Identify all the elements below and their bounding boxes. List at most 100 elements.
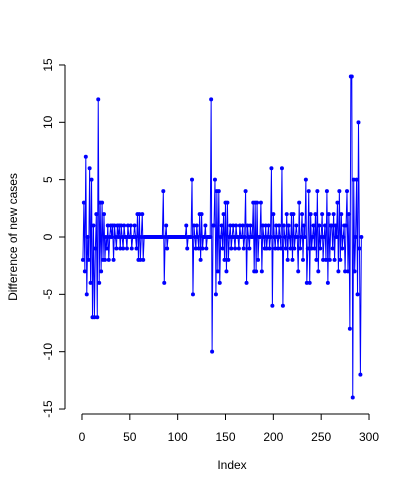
data-point bbox=[192, 235, 197, 239]
data-point bbox=[88, 280, 93, 285]
data-point bbox=[194, 223, 199, 228]
data-point bbox=[259, 269, 264, 274]
data-point bbox=[222, 257, 227, 262]
data-point bbox=[318, 246, 323, 251]
data-point bbox=[344, 223, 349, 228]
data-point bbox=[242, 235, 247, 239]
data-point bbox=[101, 212, 106, 217]
data-point bbox=[118, 246, 123, 251]
data-point bbox=[228, 223, 233, 228]
data-point bbox=[123, 235, 128, 239]
x-tick-label: 300 bbox=[359, 430, 379, 444]
data-point bbox=[100, 200, 105, 205]
data-point bbox=[190, 292, 195, 297]
data-point bbox=[103, 235, 108, 239]
data-point bbox=[231, 223, 236, 228]
data-point bbox=[300, 257, 305, 262]
data-point bbox=[229, 246, 234, 251]
data-point bbox=[346, 212, 351, 217]
data-point bbox=[86, 257, 91, 262]
data-point bbox=[89, 177, 94, 182]
data-point bbox=[87, 166, 92, 171]
data-point bbox=[216, 189, 221, 194]
data-point bbox=[325, 280, 330, 285]
data-point bbox=[164, 223, 169, 228]
data-point bbox=[301, 223, 306, 228]
data-point bbox=[220, 246, 225, 251]
y-tick-label: -5 bbox=[41, 289, 55, 300]
data-point bbox=[331, 212, 336, 217]
data-point bbox=[268, 235, 273, 239]
data-point bbox=[335, 200, 340, 205]
data-point bbox=[122, 223, 127, 228]
data-point bbox=[266, 223, 271, 228]
x-axis-label: Index bbox=[217, 458, 246, 472]
data-point bbox=[280, 303, 285, 308]
data-point bbox=[345, 269, 350, 274]
data-point bbox=[162, 280, 167, 285]
data-point bbox=[272, 235, 277, 239]
data-point bbox=[319, 235, 324, 239]
data-point bbox=[292, 246, 297, 251]
data-point bbox=[298, 246, 303, 251]
data-point bbox=[257, 235, 262, 239]
data-point bbox=[129, 246, 134, 251]
data-point bbox=[300, 212, 305, 217]
data-point bbox=[341, 235, 346, 239]
data-point bbox=[290, 257, 295, 262]
data-point bbox=[124, 246, 129, 251]
data-point bbox=[198, 257, 203, 262]
data-point bbox=[139, 235, 144, 239]
data-point bbox=[125, 223, 130, 228]
data-point bbox=[133, 235, 138, 239]
data-point bbox=[160, 235, 165, 239]
data-point bbox=[307, 280, 312, 285]
data-point bbox=[282, 235, 287, 239]
data-point bbox=[140, 212, 145, 217]
data-point bbox=[299, 235, 304, 239]
y-tick-label: -15 bbox=[41, 400, 55, 418]
data-point bbox=[248, 223, 253, 228]
data-point bbox=[132, 223, 137, 228]
data-point bbox=[97, 280, 102, 285]
data-point bbox=[200, 246, 205, 251]
data-point bbox=[285, 257, 290, 262]
x-tick-label: 200 bbox=[263, 430, 283, 444]
data-point bbox=[234, 223, 239, 228]
data-point bbox=[278, 246, 283, 251]
data-point bbox=[309, 246, 314, 251]
data-point bbox=[138, 257, 143, 262]
data-point bbox=[212, 223, 217, 228]
data-point bbox=[105, 223, 110, 228]
data-point bbox=[226, 257, 231, 262]
data-point bbox=[265, 235, 270, 239]
data-point bbox=[326, 212, 331, 217]
data-point bbox=[321, 257, 326, 262]
data-point bbox=[310, 235, 315, 239]
data-point bbox=[81, 200, 86, 205]
data-point bbox=[267, 246, 272, 251]
x-tick-label: 50 bbox=[123, 430, 137, 444]
data-point bbox=[315, 189, 320, 194]
y-axis-label: Difference of new cases bbox=[6, 173, 20, 301]
data-point bbox=[277, 223, 282, 228]
data-point bbox=[236, 246, 241, 251]
data-point bbox=[92, 315, 97, 320]
data-point bbox=[203, 223, 208, 228]
data-point bbox=[305, 246, 310, 251]
data-point bbox=[278, 235, 283, 239]
data-point bbox=[225, 200, 230, 205]
data-point bbox=[111, 257, 116, 262]
data-point bbox=[288, 246, 293, 251]
data-point bbox=[82, 269, 87, 274]
x-tick-label: 150 bbox=[215, 430, 235, 444]
data-point bbox=[337, 189, 342, 194]
data-point bbox=[185, 246, 190, 251]
data-point bbox=[120, 235, 125, 239]
data-point bbox=[202, 235, 207, 239]
data-point bbox=[141, 257, 146, 262]
data-point bbox=[134, 246, 139, 251]
data-point bbox=[359, 235, 364, 239]
y-tick-label: 10 bbox=[41, 115, 55, 129]
